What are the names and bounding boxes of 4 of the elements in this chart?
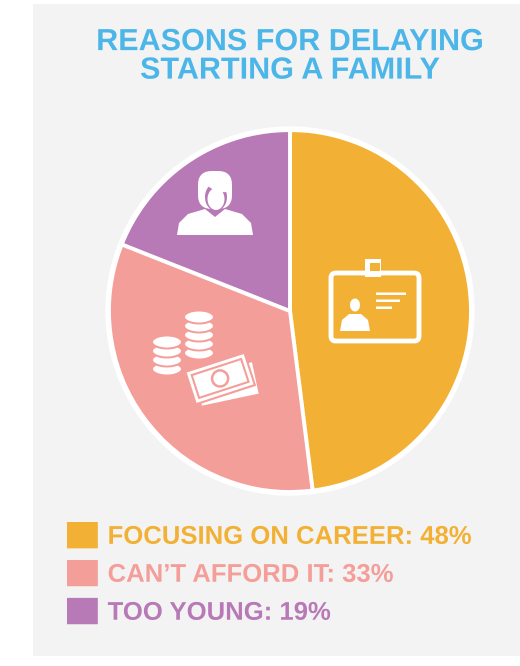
legend-label: FOCUSING ON CAREER: 48% [109, 526, 471, 544]
legend-label: CAN’T AFFORD IT: 33% [108, 564, 393, 582]
chart-title: REASONS FOR DELAYING STARTING A FAMILY [98, 28, 482, 79]
legend-label: TOO YOUNG: 19% [108, 602, 330, 620]
